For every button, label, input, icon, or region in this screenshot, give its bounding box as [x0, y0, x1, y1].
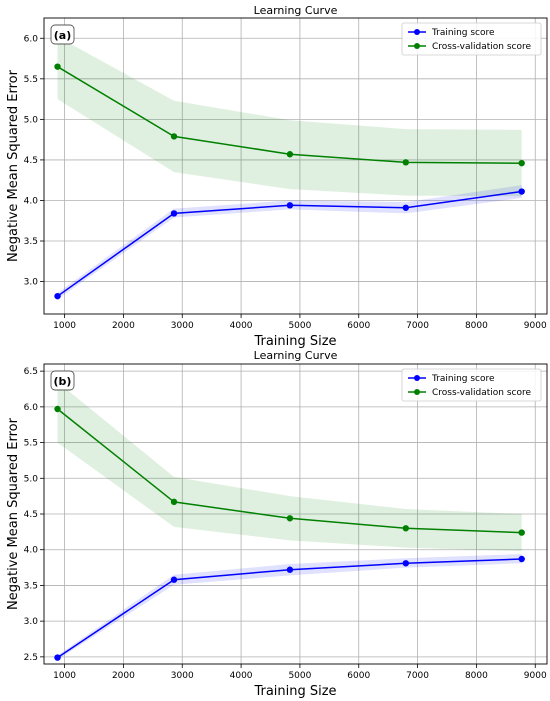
data-point-training [518, 555, 525, 563]
data-point-cross-validation [286, 515, 294, 522]
panel-label-box [50, 370, 75, 391]
legend-swatch-marker-training [414, 375, 420, 381]
y-tick-label: 6.0 [24, 34, 39, 44]
y-axis-label: Negative Mean Squared Error [6, 417, 21, 610]
y-tick-label: 5.0 [24, 115, 39, 125]
legend-box [401, 22, 542, 56]
x-tick-label: 7000 [406, 321, 429, 331]
data-point-cross-validation [54, 63, 61, 70]
y-tick-label: 3.5 [24, 581, 38, 591]
y-tick-label: 3.5 [24, 237, 38, 247]
x-tick-label: 3000 [171, 671, 194, 681]
legend-label-training: Training score [431, 28, 495, 38]
confidence-band-cross-validation [57, 381, 522, 552]
x-tick-label: 3000 [171, 321, 194, 331]
chart-panel-2: 1000 2000 3000 4000 5000 6000 7000 8000 9000 2.5 3… [6, 349, 548, 699]
legend-swatch-marker-cross-validation [414, 43, 420, 49]
data-point-cross-validation [170, 133, 178, 140]
data-point-cross-validation [286, 151, 294, 158]
x-tick-label: 1000 [53, 321, 76, 331]
chart-title: Learning Curve [254, 349, 338, 362]
x-axis-label: Training Size [253, 684, 336, 699]
panel-label-box [50, 24, 75, 45]
legend-label-cross-validation: Cross-validation score [432, 42, 531, 52]
x-tick-label: 7000 [406, 671, 429, 681]
y-tick-label: 6.5 [24, 367, 38, 377]
data-point-cross-validation [518, 159, 525, 167]
x-tick-label: 4000 [230, 671, 253, 681]
y-tick-label: 3.0 [24, 278, 39, 288]
data-point-training [170, 576, 178, 583]
y-tick-label: 5.5 [24, 439, 38, 449]
data-point-training [518, 188, 525, 195]
data-point-cross-validation [518, 529, 525, 536]
x-tick-label: 9000 [524, 321, 547, 331]
y-tick-label: 4.0 [24, 196, 39, 206]
data-point-cross-validation [54, 405, 61, 413]
chart-title: Learning Curve [254, 4, 338, 17]
x-tick-label: 8000 [465, 321, 488, 331]
x-tick-label: 6000 [347, 321, 370, 331]
legend: Training score Cross-validation score [401, 22, 542, 56]
chart-panel-1: 1000 2000 3000 4000 5000 6000 7000 8000 9000 3.0 3… [6, 4, 548, 349]
confidence-band-cross-validation [57, 36, 522, 197]
data-point-training [402, 204, 410, 211]
x-tick-label: 5000 [288, 671, 311, 681]
x-tick-label: 5000 [288, 321, 311, 331]
y-tick-label: 4.5 [24, 156, 38, 166]
x-axis-label: Training Size [253, 334, 336, 349]
legend-swatch-marker-training [414, 29, 420, 35]
axes-frame [43, 17, 548, 315]
legend-label-cross-validation: Cross-validation score [432, 388, 531, 398]
x-tick-label: 9000 [524, 671, 547, 681]
x-tick-label: 8000 [465, 671, 488, 681]
y-tick-label: 4.5 [24, 510, 38, 520]
panel-label: (a) [54, 29, 71, 42]
legend-box [401, 368, 542, 402]
data-point-training [54, 292, 61, 300]
data-point-training [54, 654, 61, 661]
y-tick-label: 5.0 [24, 474, 39, 484]
x-tick-label: 1000 [53, 671, 76, 681]
legend-swatch-marker-cross-validation [414, 389, 420, 395]
data-point-training [286, 566, 294, 573]
y-axis-label: Negative Mean Squared Error [6, 69, 21, 262]
legend: Training score Cross-validation score [401, 368, 542, 402]
x-tick-label: 2000 [112, 671, 135, 681]
y-tick-label: 2.5 [24, 653, 38, 663]
data-point-cross-validation [402, 525, 410, 532]
legend-label-training: Training score [431, 374, 495, 384]
y-tick-label: 3.0 [24, 617, 39, 627]
data-point-cross-validation [170, 498, 178, 506]
plot-area [44, 18, 547, 314]
y-tick-label: 4.0 [24, 546, 39, 556]
y-tick-label: 5.5 [24, 75, 38, 85]
x-tick-label: 4000 [230, 321, 253, 331]
x-tick-label: 6000 [347, 671, 370, 681]
x-tick-label: 2000 [112, 321, 135, 331]
data-point-training [286, 202, 294, 209]
data-point-cross-validation [402, 159, 410, 166]
data-point-training [170, 210, 178, 217]
panel-label: (b) [54, 375, 72, 388]
data-point-training [402, 560, 410, 567]
y-tick-label: 6.0 [24, 403, 39, 413]
